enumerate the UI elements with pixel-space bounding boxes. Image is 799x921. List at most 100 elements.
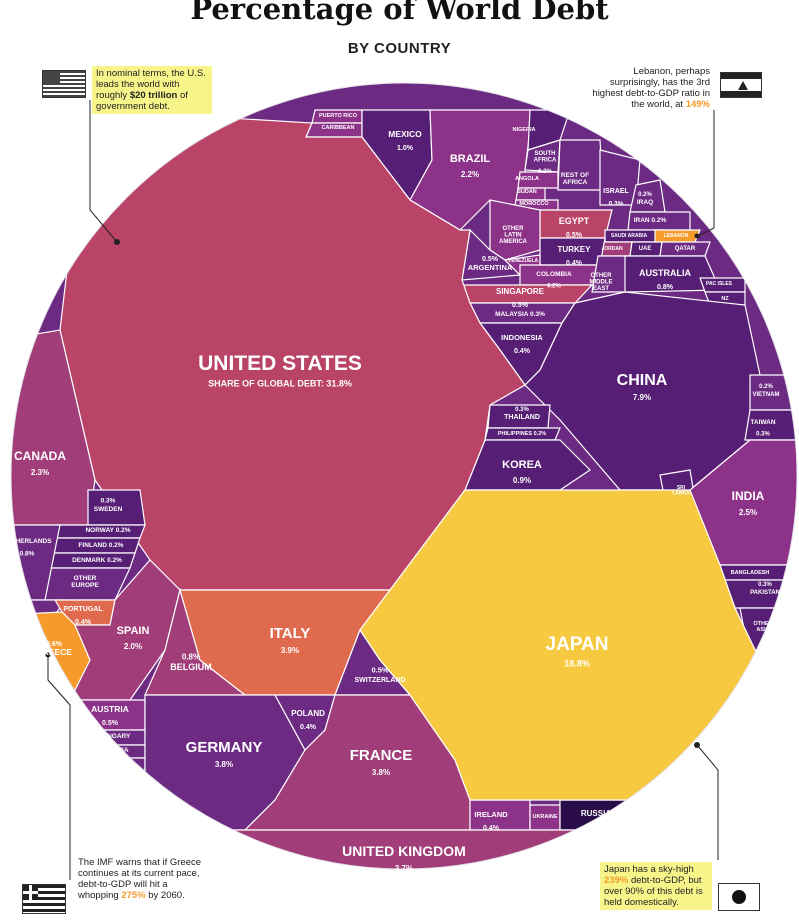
annotation-lebanon-text: Lebanon, perhaps surprisingly, has the 3… (592, 66, 710, 110)
label-angola: ANGOLA (515, 176, 539, 182)
value-turkey: 0.4% (566, 260, 583, 267)
annotation-us: In nominal terms, the U.S. leads the wor… (92, 66, 212, 114)
label-greece: GREECE (36, 647, 72, 657)
cells (11, 83, 797, 869)
label-sri-lanka-1: SRI (677, 485, 686, 491)
label-nigeria: NIGERIA (513, 127, 536, 133)
label-morocco: MOROCCO (519, 201, 549, 207)
label-rest-of-africa-1: REST OF (561, 172, 589, 179)
label-germany: GERMANY (186, 739, 263, 756)
label-jordan: JORDAN (601, 246, 623, 252)
label-taiwan: TAIWAN (750, 419, 775, 426)
annotation-greece-text-1: The IMF warns that if Greece continues a… (78, 857, 202, 901)
value-australia: 0.8% (657, 284, 674, 291)
label-other-latin-america-1: OTHER (503, 226, 525, 232)
label-colombia: COLOMBIA (536, 271, 572, 278)
value-taiwan: 0.3% (756, 432, 770, 438)
label-hungary: HUNGARY (98, 733, 131, 740)
chart-title: Percentage of World Debt (190, 0, 609, 26)
value-india: 2.5% (739, 508, 757, 517)
annotation-japan-num: 239% (604, 875, 629, 886)
callout-dot-japan (694, 742, 700, 748)
label-mexico: MEXICO (388, 129, 422, 139)
annotation-greece-num: 275% (121, 890, 146, 901)
annotation-japan-text-2: debt-to-GDP, but over 90% of this debt i… (604, 875, 703, 908)
callout-line-us (89, 100, 118, 243)
label-brazil: BRAZIL (450, 153, 491, 165)
value-brazil: 2.2% (461, 170, 479, 179)
value-italy: 3.9% (281, 646, 299, 655)
label-austria: AUSTRIA (91, 704, 129, 714)
label-russia: RUSSIA (581, 809, 611, 818)
label-vietnam: VIETNAM (753, 392, 780, 398)
value-korea: 0.9% (513, 476, 531, 485)
label-lebanon: LEBANON (664, 233, 689, 239)
value-vietnam: 0.2% (759, 384, 773, 390)
label-finland: FINLAND 0.2% (78, 542, 123, 549)
value-mexico: 1.0% (397, 145, 414, 152)
label-bangladesh: BANGLADESH (731, 570, 770, 576)
value-us: SHARE OF GLOBAL DEBT: 31.8% (208, 378, 352, 388)
label-qatar: QATAR (675, 246, 696, 252)
annotation-japan: Japan has a sky-high 239% debt-to-GDP, b… (600, 862, 712, 910)
value-egypt: 0.5% (566, 232, 583, 239)
value-sweden: 0.3% (101, 498, 116, 505)
label-romania: ROMANIA (6, 605, 32, 611)
label-indonesia: INDONESIA (501, 333, 543, 342)
label-other-europe-2: EUROPE (71, 582, 99, 589)
lebanon-flag-icon (720, 72, 762, 98)
label-australia: AUSTRALIA (639, 268, 691, 278)
label-croatia: CROATIA (99, 747, 128, 754)
label-rest-of-africa-2: AFRICA (563, 179, 588, 186)
label-italy: ITALY (270, 625, 311, 642)
label-portugal: PORTUGAL (63, 606, 103, 613)
annotation-us-bold: $20 trillion (129, 90, 178, 101)
label-thailand: THAILAND (504, 414, 540, 421)
us-flag-icon (42, 70, 86, 98)
annotation-lebanon-num: 149% (685, 99, 710, 110)
label-iraq: IRAQ (637, 199, 653, 206)
label-france: FRANCE (350, 747, 413, 764)
callout-dot-greece (45, 652, 51, 658)
cell-labels: UNITED STATES SHARE OF GLOBAL DEBT: 31.8%… (2, 113, 779, 873)
value-canada: 2.3% (31, 468, 49, 477)
label-other-middle-east-3: EAST (593, 286, 609, 292)
label-other-asia-2: ASIA (756, 627, 769, 633)
value-austria: 0.5% (102, 720, 119, 727)
label-uk: UNITED KINGDOM (342, 843, 466, 859)
value-netherlands: 0.8% (20, 550, 35, 557)
label-other-europe-1: OTHER (74, 575, 97, 582)
label-denmark: DENMARK 0.2% (72, 557, 122, 564)
label-other-middle-east-1: OTHER (591, 273, 613, 279)
label-iran: IRAN 0.2% (634, 217, 667, 224)
label-japan: JAPAN (546, 634, 609, 655)
label-philippines: PHILIPPINES 0.2% (498, 431, 546, 437)
value-thailand: 0.3% (515, 407, 529, 413)
label-other-asia-1: OTHER (753, 621, 772, 627)
value-ireland: 0.4% (483, 825, 500, 832)
chart-subtitle: BY COUNTRY (347, 40, 452, 57)
label-norway: NORWAY 0.2% (85, 527, 130, 534)
annotation-us-text-2: of government debt. (96, 90, 188, 112)
value-china: 7.9% (633, 393, 651, 402)
label-ukraine: UKRAINE (532, 814, 557, 820)
label-china: CHINA (617, 372, 668, 389)
label-pac-isles: PAC ISLES (706, 281, 733, 287)
annotation-lebanon: Lebanon, perhaps surprisingly, has the 3… (590, 66, 710, 110)
label-other-latin-america-3: AMERICA (499, 239, 528, 245)
cell-japan (359, 489, 761, 801)
label-ireland: IRELAND (474, 810, 508, 819)
value-south-africa: 0.2% (538, 169, 552, 175)
callout-line-greece (47, 655, 71, 880)
label-saudi-arabia: SAUDI ARABIA (611, 233, 648, 239)
greece-flag-icon (22, 884, 66, 914)
value-russia: 0.3% (588, 824, 605, 831)
value-pakistan: 0.3% (758, 582, 772, 588)
label-argentina: ARGENTINA (468, 263, 513, 272)
value-uk: 3.7% (395, 864, 413, 873)
cell-angola (517, 171, 559, 189)
callout-line-lebanon (697, 110, 715, 237)
value-singapore: 0.5% (512, 302, 529, 309)
annotation-us-text-1: In nominal terms, the U.S. leads the wor… (96, 68, 206, 101)
callout-dot-lebanon (694, 233, 700, 239)
